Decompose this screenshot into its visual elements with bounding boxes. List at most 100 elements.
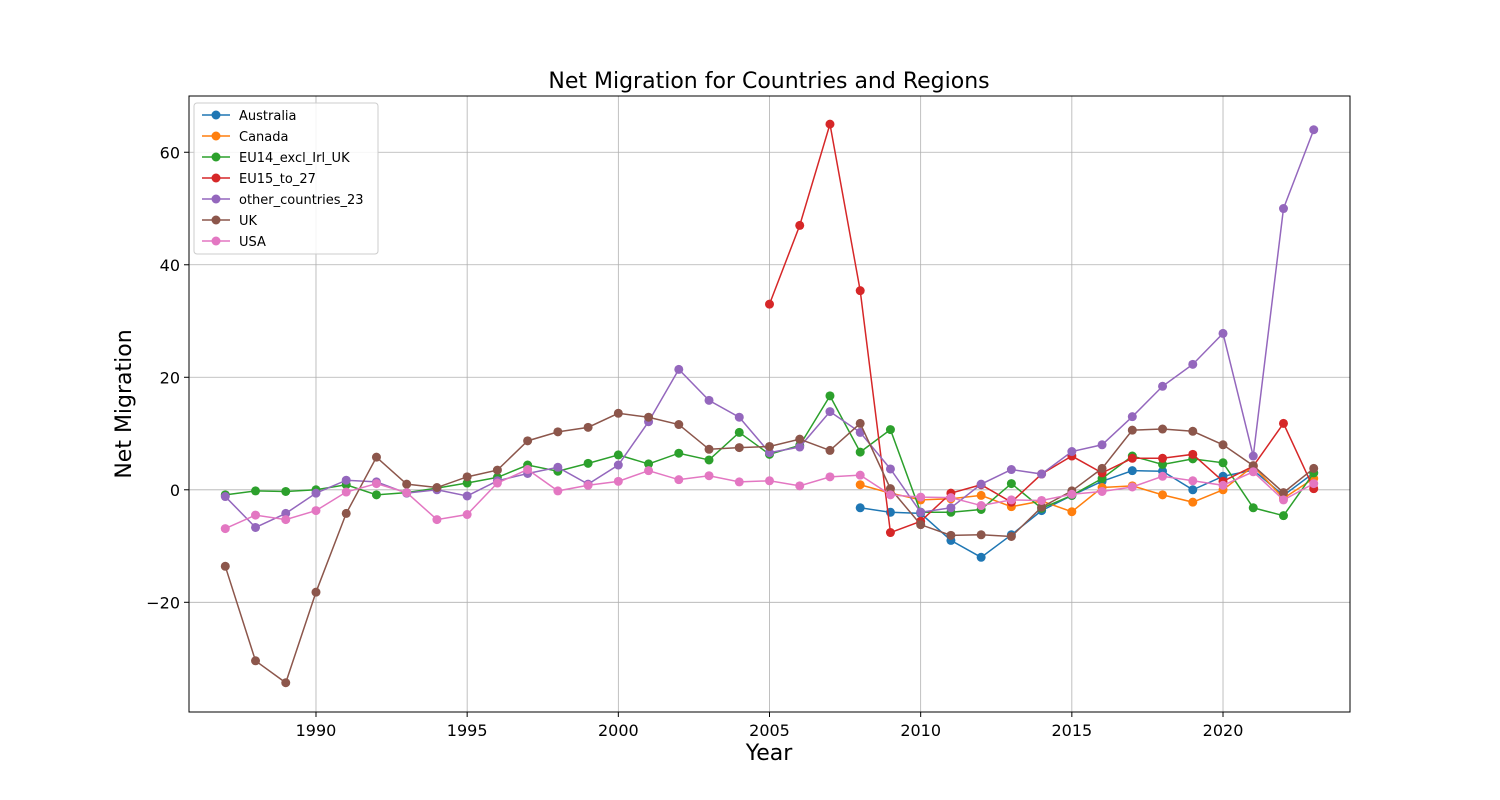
- data-point-usa: [1158, 471, 1168, 481]
- data-point-uk: [704, 444, 714, 454]
- data-point-usa: [341, 487, 351, 497]
- data-point-uk: [674, 420, 684, 430]
- data-point-uk: [1278, 488, 1288, 498]
- data-point-eu14-excl-irl-uk: [644, 459, 654, 469]
- data-point-uk: [613, 408, 623, 418]
- data-point-other-countries-23: [1248, 451, 1258, 461]
- data-point-eu15-to-27: [855, 286, 865, 296]
- grid: [189, 96, 1350, 712]
- data-point-usa: [765, 476, 774, 486]
- legend-item-usa: USA: [202, 235, 266, 250]
- data-point-other-countries-23: [885, 464, 895, 474]
- data-point-eu15-to-27: [1127, 453, 1137, 463]
- data-point-uk: [825, 445, 835, 455]
- data-point-usa: [976, 501, 986, 511]
- data-point-eu14-excl-irl-uk: [1278, 511, 1288, 521]
- data-point-usa: [492, 478, 502, 488]
- data-point-usa: [311, 506, 321, 516]
- legend-marker: [211, 152, 221, 162]
- data-point-other-countries-23: [1006, 465, 1016, 475]
- data-point-eu15-to-27: [825, 119, 835, 129]
- legend-marker: [211, 236, 221, 246]
- x-tick-label: 2015: [1051, 721, 1092, 740]
- data-point-other-countries-23: [704, 395, 714, 405]
- data-point-usa: [885, 490, 895, 500]
- data-point-other-countries-23: [1067, 447, 1077, 457]
- data-point-eu14-excl-irl-uk: [825, 391, 835, 401]
- data-point-uk: [220, 561, 230, 571]
- data-point-australia: [1127, 466, 1137, 476]
- data-point-eu14-excl-irl-uk: [251, 486, 261, 496]
- legend-marker: [211, 110, 221, 120]
- data-point-other-countries-23: [1037, 469, 1047, 479]
- data-point-uk: [1127, 425, 1137, 435]
- data-point-usa: [462, 510, 472, 520]
- data-point-eu14-excl-irl-uk: [281, 486, 291, 496]
- data-point-australia: [976, 552, 986, 562]
- data-point-uk: [311, 587, 321, 597]
- data-point-other-countries-23: [462, 491, 472, 501]
- legend-item-other-countries-23: other_countries_23: [202, 193, 364, 208]
- data-point-usa: [1067, 489, 1077, 499]
- data-point-usa: [1188, 476, 1198, 486]
- data-point-other-countries-23: [855, 427, 865, 437]
- data-point-other-countries-23: [220, 492, 230, 502]
- legend-label: USA: [239, 235, 266, 250]
- chart-title: Net Migration for Countries and Regions: [548, 69, 989, 94]
- data-point-other-countries-23: [281, 508, 291, 518]
- data-point-usa: [220, 524, 230, 534]
- y-axis-title: Net Migration: [112, 329, 137, 478]
- legend-marker: [211, 215, 221, 225]
- y-tick-label: 40: [160, 256, 180, 275]
- legend-item-australia: Australia: [202, 109, 297, 124]
- data-point-eu14-excl-irl-uk: [734, 427, 744, 437]
- data-point-other-countries-23: [613, 460, 623, 470]
- data-point-canada: [1067, 507, 1077, 517]
- data-point-canada: [855, 480, 865, 490]
- data-point-usa: [734, 477, 744, 487]
- data-point-eu15-to-27: [1278, 418, 1288, 428]
- data-point-other-countries-23: [946, 503, 956, 513]
- data-point-eu14-excl-irl-uk: [583, 458, 593, 468]
- data-point-usa: [613, 476, 623, 486]
- data-point-other-countries-23: [795, 442, 805, 452]
- data-point-eu14-excl-irl-uk: [1006, 479, 1016, 489]
- series-uk: [220, 408, 1319, 688]
- data-point-usa: [251, 510, 261, 520]
- data-point-eu15-to-27: [1158, 453, 1168, 463]
- data-point-usa: [825, 472, 835, 482]
- data-point-usa: [1309, 479, 1319, 489]
- data-point-usa: [432, 515, 442, 525]
- data-point-usa: [371, 479, 381, 489]
- legend-label: EU14_excl_Irl_UK: [239, 151, 350, 166]
- legend-marker: [211, 173, 221, 183]
- data-point-usa: [674, 475, 684, 485]
- data-point-uk: [1006, 531, 1016, 541]
- data-point-uk: [976, 530, 986, 540]
- data-point-eu14-excl-irl-uk: [855, 447, 865, 457]
- data-point-other-countries-23: [341, 475, 351, 485]
- data-point-uk: [1218, 440, 1228, 450]
- x-tick-label: 2020: [1203, 721, 1244, 740]
- data-point-uk: [1037, 502, 1047, 512]
- x-tick-label: 1995: [447, 721, 488, 740]
- data-point-eu14-excl-irl-uk: [462, 478, 472, 488]
- data-point-usa: [583, 480, 593, 490]
- legend-item-eu14-excl-irl-uk: EU14_excl_Irl_UK: [202, 151, 350, 166]
- legend-item-canada: Canada: [202, 130, 288, 145]
- series-usa: [220, 465, 1319, 534]
- y-tick-label: −20: [146, 593, 180, 612]
- data-point-eu14-excl-irl-uk: [674, 448, 684, 458]
- data-point-usa: [281, 515, 291, 525]
- data-point-other-countries-23: [976, 479, 986, 489]
- data-point-other-countries-23: [1309, 125, 1319, 135]
- data-point-usa: [644, 466, 654, 476]
- data-point-other-countries-23: [765, 448, 774, 458]
- data-point-other-countries-23: [1127, 412, 1137, 422]
- data-point-usa: [946, 493, 956, 503]
- data-point-uk: [885, 484, 895, 494]
- legend-box: [193, 102, 379, 255]
- legend-item-eu15-to-27: EU15_to_27: [202, 172, 316, 187]
- data-point-usa: [1248, 467, 1258, 477]
- data-point-eu14-excl-irl-uk: [885, 425, 895, 435]
